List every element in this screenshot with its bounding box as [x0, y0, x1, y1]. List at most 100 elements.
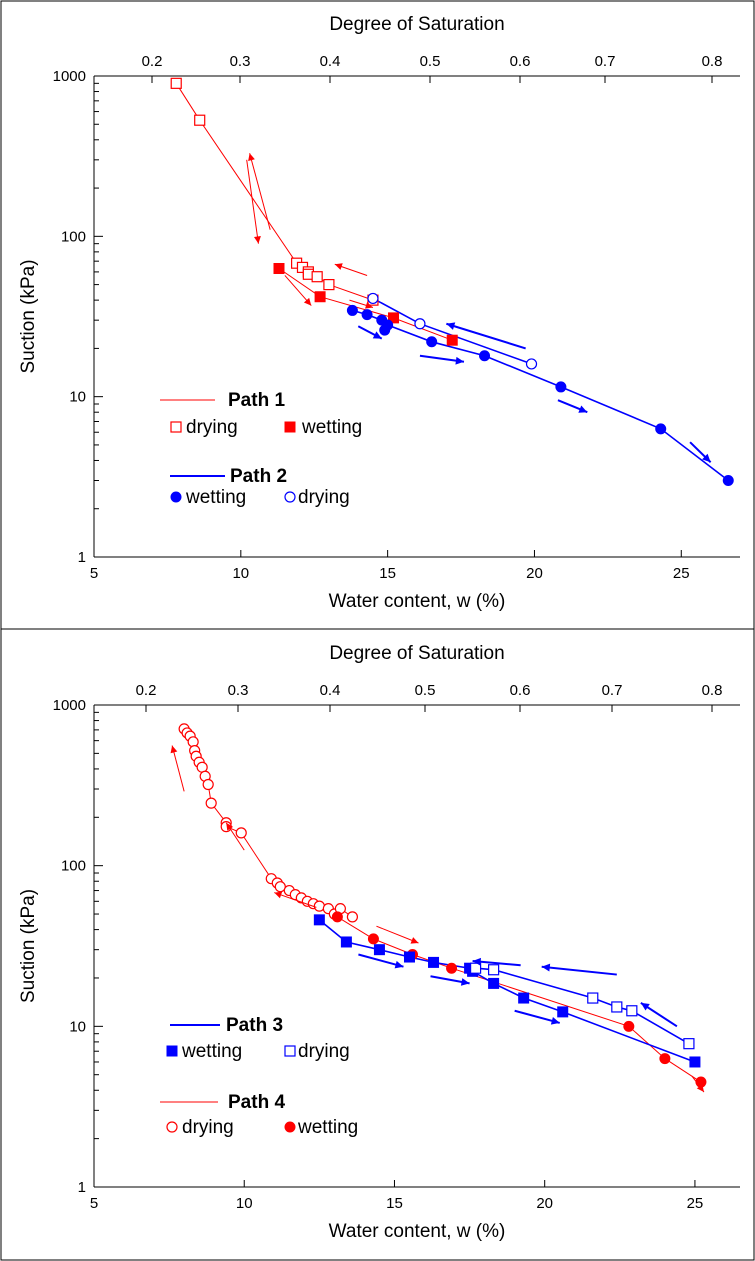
legend-label: wetting	[301, 417, 362, 438]
x2-tick-label: 0.5	[415, 682, 436, 699]
direction-arrow-line	[541, 965, 617, 976]
legend-label: drying	[298, 487, 350, 508]
direction-arrow-head	[226, 822, 234, 831]
x2-tick-label: 0.8	[702, 682, 723, 699]
data-point	[722, 475, 734, 487]
direction-arrow-line	[376, 925, 419, 944]
y-tick-label: 100	[61, 858, 86, 875]
x2-axis-title: Degree of Saturation	[329, 14, 504, 35]
series-line	[475, 967, 690, 1045]
x2-tick-label: 0.3	[228, 682, 249, 699]
y-tick-label: 10	[69, 389, 86, 406]
x-tick-label: 5	[90, 1195, 98, 1212]
x2-tick-label: 0.3	[230, 53, 251, 70]
series-line	[372, 297, 532, 365]
data-point	[367, 292, 379, 305]
data-point	[659, 1053, 671, 1065]
direction-arrow-head	[702, 453, 711, 463]
x-axis-title: Water content, w (%)	[329, 1221, 506, 1242]
direction-arrow-head	[578, 405, 588, 413]
direction-arrow-line	[171, 745, 185, 792]
y-axis-title: Suction (kPa)	[18, 259, 39, 373]
legend-marker	[166, 1045, 178, 1057]
bottom-panel-frame	[0, 628, 755, 1261]
y-tick-label: 100	[61, 228, 86, 245]
data-point	[311, 271, 323, 283]
direction-arrow-head	[394, 960, 404, 969]
legend-marker	[166, 1121, 178, 1133]
data-point	[626, 1005, 638, 1017]
data-point	[314, 291, 326, 303]
data-point	[373, 944, 385, 956]
legend-marker	[284, 1121, 296, 1133]
x-tick-label: 15	[386, 1195, 403, 1212]
direction-arrow-head	[446, 322, 456, 330]
data-point	[426, 336, 438, 348]
direction-arrow-head	[455, 356, 464, 365]
data-point	[194, 114, 206, 126]
legend-label: wetting	[297, 1117, 358, 1138]
data-point	[313, 914, 325, 926]
legend-label: wetting	[181, 1041, 242, 1062]
legend-label: wetting	[185, 487, 246, 508]
legend-marker	[170, 421, 182, 433]
y-tick-label: 1000	[53, 68, 86, 85]
x2-tick-label: 0.4	[320, 53, 341, 70]
legend-label: drying	[182, 1117, 234, 1138]
x-tick-label: 10	[232, 565, 249, 582]
direction-arrow-head	[460, 978, 470, 986]
legend-label: drying	[298, 1041, 350, 1062]
x-tick-label: 20	[536, 1195, 553, 1212]
data-point	[170, 77, 182, 89]
legend-label: drying	[186, 417, 238, 438]
data-point	[346, 304, 358, 316]
x-tick-label: 25	[687, 1195, 704, 1212]
data-point	[479, 350, 491, 362]
data-point	[331, 911, 343, 923]
data-point	[205, 797, 217, 809]
data-point	[323, 278, 335, 291]
direction-arrow-head	[410, 937, 419, 944]
y-tick-label: 1	[78, 1179, 86, 1196]
data-point	[555, 381, 567, 393]
x-tick-label: 25	[673, 565, 690, 582]
direction-arrow-head	[640, 1002, 650, 1011]
y-tick-label: 10	[69, 1018, 86, 1035]
data-point	[428, 956, 440, 968]
data-point	[340, 936, 352, 948]
direction-arrow-head	[253, 236, 261, 244]
direction-arrow-line	[274, 892, 317, 908]
direction-arrow-head	[550, 1017, 560, 1025]
data-point	[683, 1038, 695, 1050]
direction-arrow-head	[248, 153, 255, 162]
y-tick-label: 1	[78, 549, 86, 566]
x2-tick-label: 0.2	[142, 53, 163, 70]
x2-tick-label: 0.7	[602, 682, 623, 699]
data-point	[557, 1006, 569, 1018]
direction-arrow-line	[249, 153, 271, 230]
x2-tick-label: 0.4	[320, 682, 341, 699]
data-point	[611, 1001, 623, 1013]
y-axis-title: Suction (kPa)	[18, 889, 39, 1003]
data-point	[403, 951, 415, 963]
data-point	[488, 964, 500, 976]
direction-arrow-head	[170, 745, 178, 754]
data-point	[382, 319, 394, 331]
direction-arrow-head	[365, 302, 373, 309]
data-point	[689, 1056, 701, 1068]
data-point	[202, 778, 214, 791]
x-tick-label: 10	[236, 1195, 253, 1212]
top-panel-frame	[0, 0, 755, 630]
chart-bottom: 5 10 15 20 25 0.2 0.3 0.4 0.5 0.6 0.7 0.8 1 10 100 1000…	[18, 643, 740, 1242]
data-point	[414, 318, 426, 330]
x-axis-title: Water content, w (%)	[329, 591, 506, 612]
direction-arrow-head	[372, 331, 382, 339]
direction-arrow-head	[541, 963, 551, 972]
x-tick-label: 5	[90, 565, 98, 582]
data-point	[235, 827, 247, 839]
data-point	[655, 423, 667, 435]
data-point	[446, 334, 458, 346]
legend-marker	[284, 421, 296, 433]
x2-tick-label: 0.6	[510, 682, 531, 699]
